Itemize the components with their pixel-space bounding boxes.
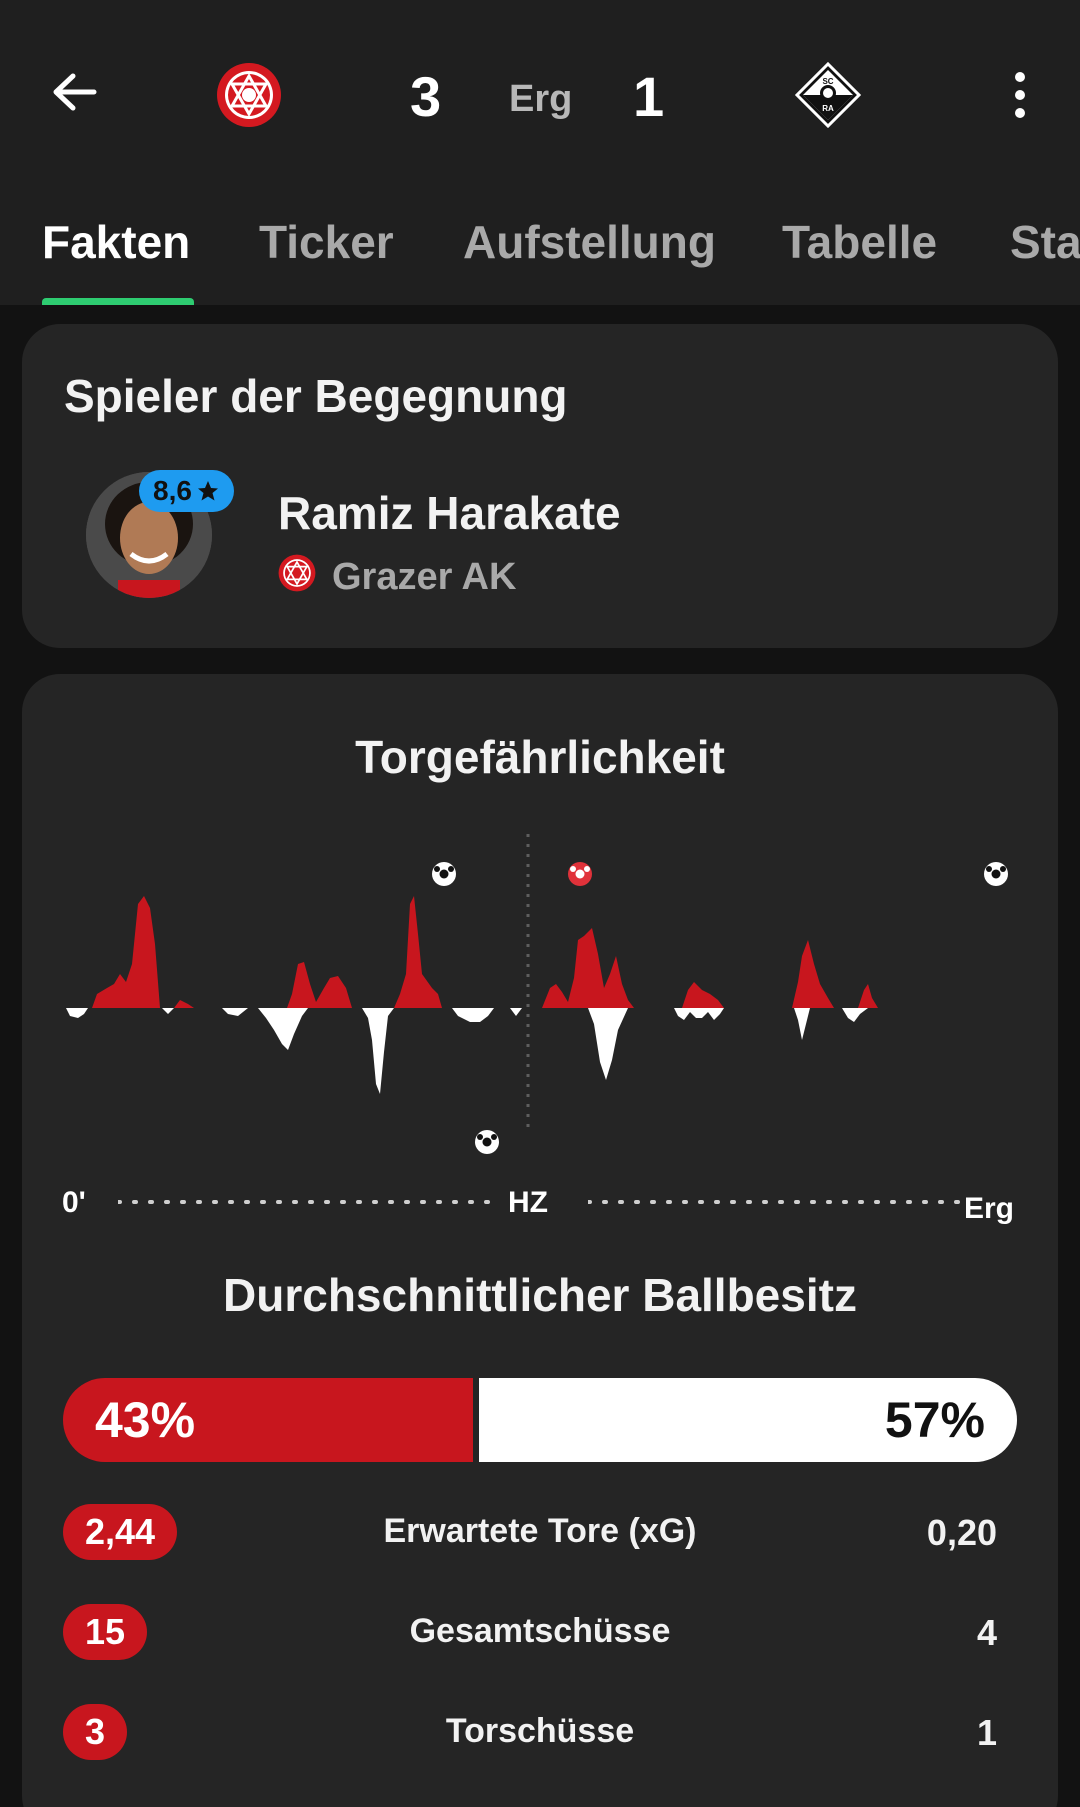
tab-bar: Fakten Ticker Aufstellung Tabelle Sta bbox=[0, 205, 1080, 305]
back-button[interactable] bbox=[44, 62, 104, 122]
away-goal-ball-icon bbox=[568, 862, 592, 886]
home-goal-ball-icon bbox=[984, 862, 1008, 886]
away-score: 1 bbox=[633, 65, 665, 128]
timeline-halftime-label: HZ bbox=[508, 1186, 548, 1219]
timeline-end-label: Erg bbox=[964, 1192, 1015, 1225]
dot-icon bbox=[1015, 90, 1025, 100]
more-options-button[interactable] bbox=[1000, 65, 1040, 125]
momentum-title: Torgefährlichkeit bbox=[355, 731, 725, 783]
possession-title: Durchschnittlicher Ballbesitz bbox=[223, 1269, 857, 1321]
possession-bar: 43% 57% bbox=[63, 1378, 1017, 1462]
tab-aufstellung[interactable]: Aufstellung bbox=[463, 216, 716, 268]
stat-home-value: 15 bbox=[63, 1604, 148, 1660]
grazer-ak-crest-icon bbox=[278, 554, 316, 592]
player-team: Grazer AK bbox=[332, 556, 517, 598]
stat-away-value: 1 bbox=[976, 1712, 997, 1753]
card-title: Spieler der Begegnung bbox=[64, 370, 568, 422]
player-name: Ramiz Harakate bbox=[278, 487, 621, 539]
possession-home: 43% bbox=[63, 1378, 474, 1462]
match-status: Erg bbox=[509, 78, 573, 120]
match-stats-card: Torgefährlichkeit 0' bbox=[22, 674, 1058, 1807]
timeline-dots-second-half bbox=[588, 1200, 968, 1204]
stat-away-value: 0,20 bbox=[926, 1512, 997, 1553]
possession-away: 57% bbox=[479, 1378, 1017, 1462]
home-goal-ball-icon bbox=[475, 1130, 499, 1154]
tab-statistik[interactable]: Sta bbox=[1010, 216, 1080, 268]
svg-text:RA: RA bbox=[822, 104, 834, 113]
grazer-ak-crest-icon[interactable] bbox=[216, 62, 282, 128]
star-icon bbox=[197, 481, 218, 501]
rating-badge: 8,6 bbox=[139, 470, 234, 512]
stat-row-xg: 2,44 Erwartete Tore (xG) 0,20 bbox=[63, 1504, 1017, 1564]
stat-label: Torschüsse bbox=[445, 1712, 635, 1750]
stat-label: Erwartete Tore (xG) bbox=[383, 1512, 697, 1550]
sc-ra-crest-icon[interactable]: SC RA bbox=[795, 62, 861, 128]
momentum-chart bbox=[66, 834, 1008, 1154]
svg-text:SC: SC bbox=[822, 77, 833, 86]
dot-icon bbox=[1015, 72, 1025, 82]
home-score: 3 bbox=[410, 65, 442, 128]
rating-value: 8,6 bbox=[153, 475, 192, 506]
timeline-dots-first-half bbox=[118, 1200, 498, 1204]
tab-ticker[interactable]: Ticker bbox=[259, 216, 394, 268]
tab-fakten[interactable]: Fakten bbox=[42, 216, 191, 268]
match-header: 3 Erg 1 SC RA Fakten Ticker Aufstellung … bbox=[0, 0, 1080, 305]
stat-row-shots-on-target: 3 Torschüsse 1 bbox=[63, 1704, 1017, 1764]
home-momentum-area bbox=[66, 896, 878, 1008]
timeline-start-label: 0' bbox=[62, 1186, 86, 1219]
stat-row-total-shots: 15 Gesamtschüsse 4 bbox=[63, 1604, 1017, 1664]
tab-tabelle[interactable]: Tabelle bbox=[782, 216, 938, 268]
home-goal-ball-icon bbox=[432, 862, 456, 886]
stat-home-value: 2,44 bbox=[63, 1504, 178, 1560]
stat-away-value: 4 bbox=[976, 1612, 997, 1653]
active-tab-indicator bbox=[42, 298, 194, 305]
stat-label: Gesamtschüsse bbox=[409, 1612, 671, 1650]
dot-icon bbox=[1015, 108, 1025, 118]
away-momentum-area bbox=[66, 1008, 868, 1094]
stat-home-value: 3 bbox=[63, 1704, 128, 1760]
arrow-left-icon bbox=[53, 73, 97, 111]
player-of-match-card[interactable]: Spieler der Begegnung 8,6 Ramiz Harakate bbox=[22, 324, 1058, 648]
